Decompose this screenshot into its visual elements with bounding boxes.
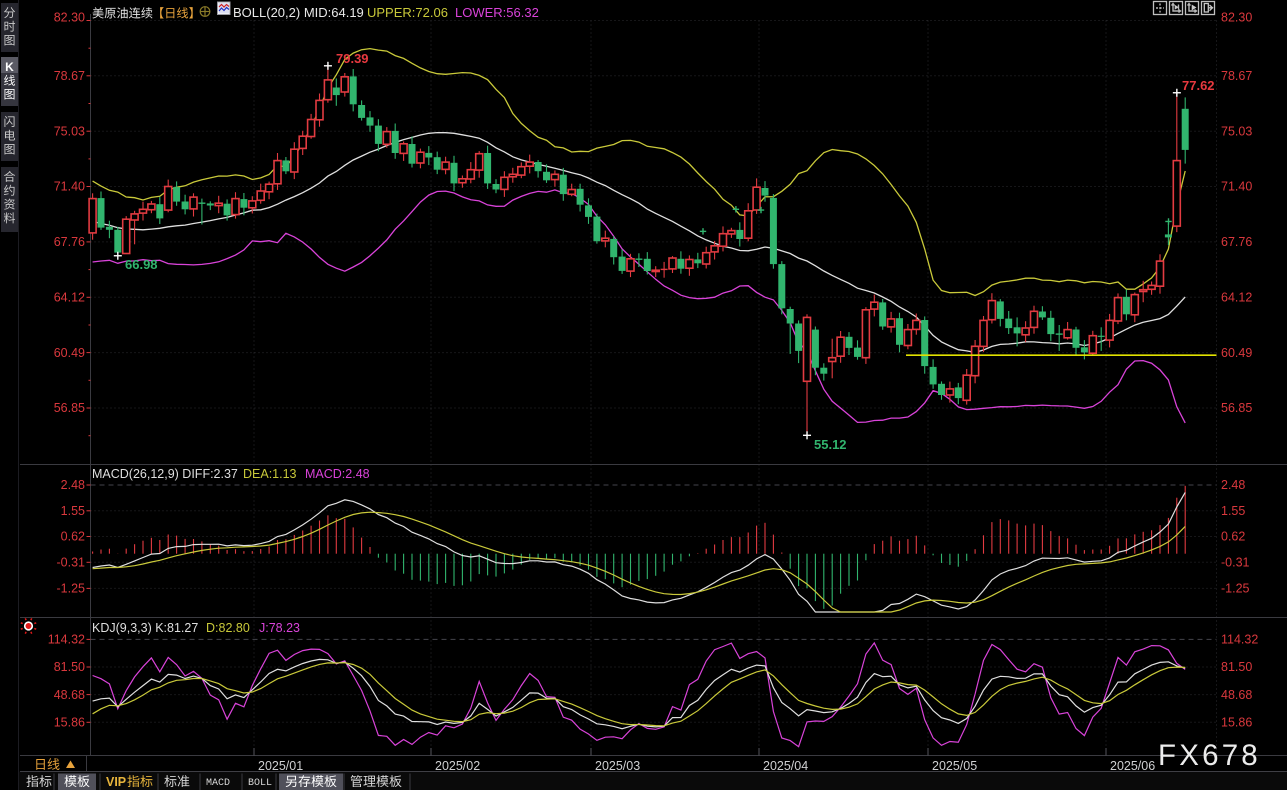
svg-text:48.68: 48.68 [54,688,85,702]
svg-text:MACD(26,12,9) DIFF:2.37: MACD(26,12,9) DIFF:2.37 [92,467,238,481]
svg-text:75.03: 75.03 [1221,124,1252,138]
svg-text:BOLL: BOLL [248,778,272,789]
svg-text:KDJ(9,3,3) K:81.27: KDJ(9,3,3) K:81.27 [92,621,198,635]
svg-text:2025/06: 2025/06 [1110,759,1155,773]
svg-text:2025/03: 2025/03 [595,759,640,773]
svg-text:1.55: 1.55 [61,504,85,518]
svg-text:K: K [5,60,14,74]
svg-text:15.86: 15.86 [54,716,85,730]
svg-text:2025/01: 2025/01 [258,759,303,773]
svg-text:77.62: 77.62 [1182,78,1215,93]
svg-text:-0.31: -0.31 [1221,556,1250,570]
svg-text:67.76: 67.76 [1221,235,1252,249]
svg-text:81.50: 81.50 [1221,660,1252,674]
svg-text:-1.25: -1.25 [1221,582,1250,596]
svg-text:64.12: 64.12 [54,290,85,304]
svg-text:0.62: 0.62 [61,530,85,544]
svg-text:BOLL(20,2) MID:64.19: BOLL(20,2) MID:64.19 [233,5,364,20]
svg-text:-1.25: -1.25 [57,582,86,596]
svg-text:48.68: 48.68 [1221,688,1252,702]
svg-text:D:82.80: D:82.80 [206,621,250,635]
svg-text:60.49: 60.49 [1221,346,1252,360]
svg-text:FX678: FX678 [1158,739,1261,772]
svg-text:15.86: 15.86 [1221,716,1252,730]
svg-text:56.85: 56.85 [54,401,85,415]
svg-text:78.67: 78.67 [54,69,85,83]
svg-text:2025/05: 2025/05 [932,759,977,773]
svg-text:2.48: 2.48 [1221,478,1245,492]
svg-text:VIP: VIP [106,775,126,789]
svg-text:71.40: 71.40 [54,180,85,194]
svg-text:81.50: 81.50 [54,660,85,674]
svg-text:71.40: 71.40 [1221,180,1252,194]
svg-text:114.32: 114.32 [48,633,85,647]
svg-text:64.12: 64.12 [1221,290,1252,304]
svg-text:UPPER:72.06: UPPER:72.06 [367,5,448,20]
svg-text:0.62: 0.62 [1221,530,1245,544]
svg-text:79.39: 79.39 [336,51,369,66]
svg-text:J:78.23: J:78.23 [259,621,300,635]
svg-text:66.98: 66.98 [125,257,158,272]
svg-text:2.48: 2.48 [61,478,85,492]
svg-text:2025/04: 2025/04 [763,759,808,773]
svg-text:55.12: 55.12 [814,437,847,452]
svg-text:60.49: 60.49 [54,346,85,360]
svg-text:1.55: 1.55 [1221,504,1245,518]
svg-text:78.67: 78.67 [1221,69,1252,83]
svg-text:56.85: 56.85 [1221,401,1252,415]
svg-text:LOWER:56.32: LOWER:56.32 [455,5,539,20]
svg-text:MACD:2.48: MACD:2.48 [305,467,370,481]
svg-text:-0.31: -0.31 [57,556,86,570]
svg-text:82.30: 82.30 [1221,11,1252,25]
svg-text:114.32: 114.32 [1221,633,1258,647]
svg-text:82.30: 82.30 [54,11,85,25]
svg-text:67.76: 67.76 [54,235,85,249]
svg-text:2025/02: 2025/02 [435,759,480,773]
svg-text:75.03: 75.03 [54,124,85,138]
svg-text:MACD: MACD [206,778,230,789]
svg-text:DEA:1.13: DEA:1.13 [243,467,297,481]
